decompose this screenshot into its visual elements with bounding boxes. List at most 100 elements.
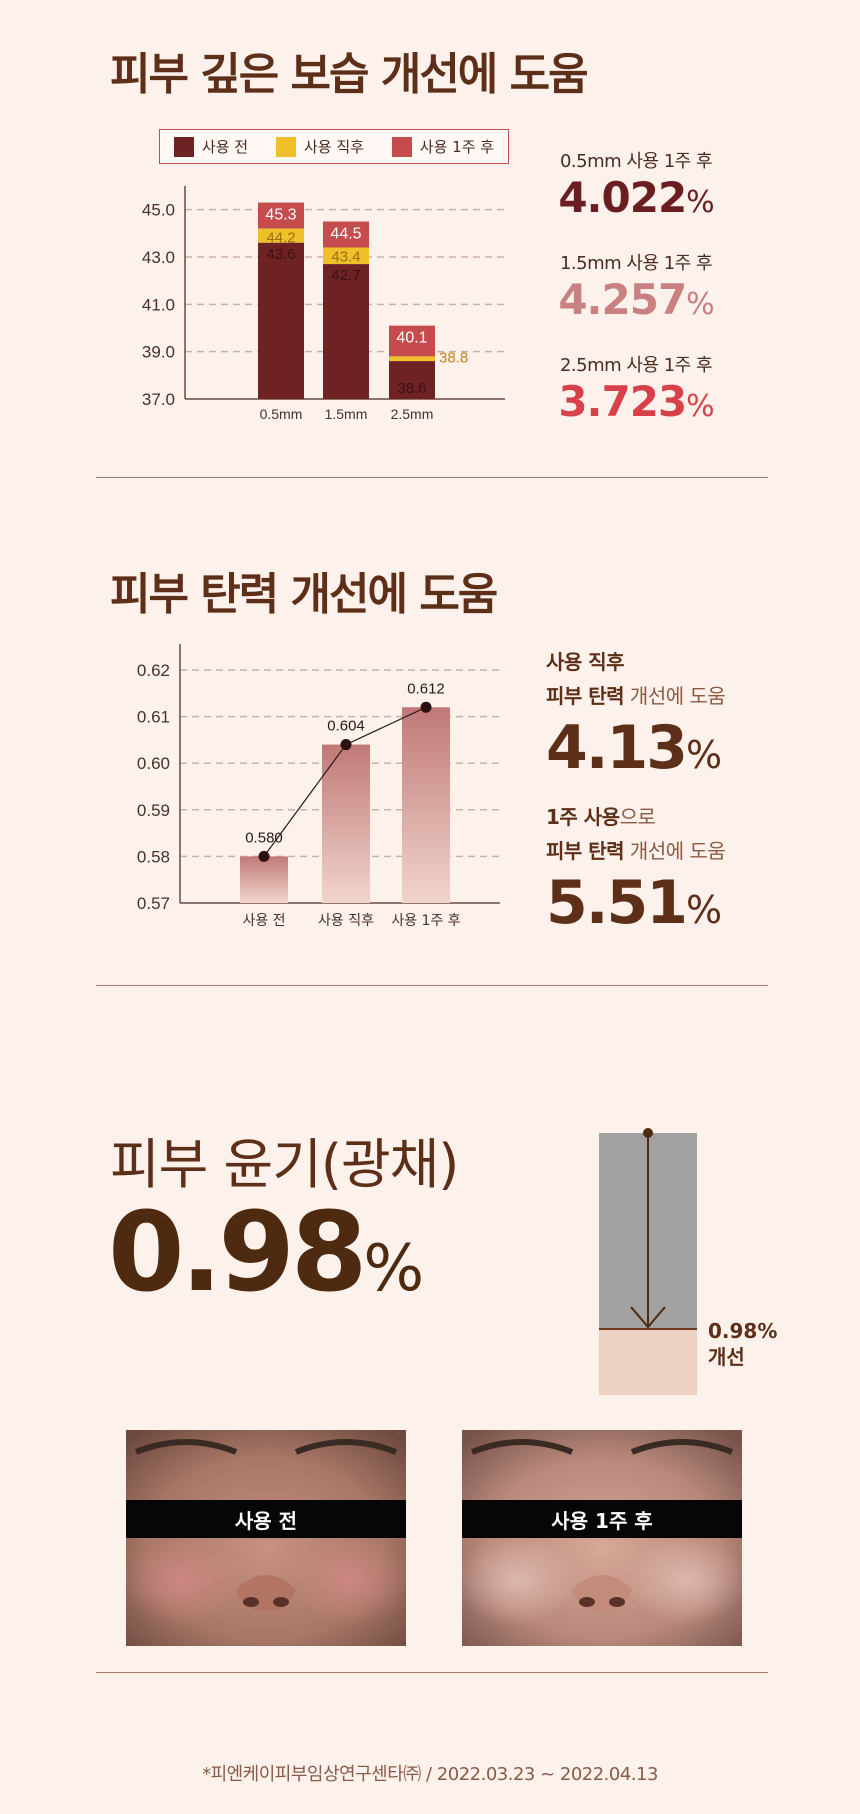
bar-right-after <box>323 247 369 265</box>
data-point <box>340 739 352 751</box>
value-label: 0.612 <box>407 680 445 697</box>
value-label: 0.604 <box>327 718 365 735</box>
gloss-bar-graphic <box>599 1128 697 1395</box>
caption-bold: 피부 탄력 <box>546 839 625 863</box>
stat-value: 4.257% <box>526 275 746 324</box>
x-tick-label: 사용 1주 후 <box>391 913 460 929</box>
photo-after: 사용 1주 후 <box>462 1430 742 1646</box>
bar-before <box>258 242 304 399</box>
bar-1week <box>323 221 369 248</box>
y-tick-label: 0.59 <box>137 801 170 820</box>
caption-light: 개선에 도움 <box>624 839 726 863</box>
stat-caption: 1.5mm 사용 1주 후 <box>559 253 713 274</box>
value-label-1week: 44.5 <box>330 226 361 243</box>
stat-unit: % <box>686 185 714 220</box>
y-tick-label: 41.0 <box>142 295 175 314</box>
section-divider <box>96 1672 768 1673</box>
arrow-head <box>630 1306 666 1329</box>
gloss-bar-bottom <box>599 1329 697 1395</box>
legend-label-1week: 사용 1주 후 <box>419 138 495 156</box>
legend-item-right-after: 사용 직후 <box>275 136 364 157</box>
gloss-value: 0.98% <box>108 1188 424 1316</box>
y-tick-label: 37.0 <box>142 390 175 409</box>
y-tick-label: 39.0 <box>142 343 175 362</box>
stat-caption-line1: 1주 사용으로 <box>546 800 725 834</box>
stat-value: 3.723% <box>526 377 746 426</box>
y-tick-label: 43.0 <box>142 248 175 267</box>
x-tick-label: 사용 직후 <box>318 913 374 929</box>
legend-item-before: 사용 전 <box>173 136 248 157</box>
elasticity-stat-2: 1주 사용으로 피부 탄력 개선에 도움 5.51% <box>546 800 726 938</box>
y-tick-label: 0.61 <box>137 708 170 727</box>
elasticity-title: 피부 탄력 개선에 도움 <box>110 569 498 620</box>
x-tick-label: 사용 전 <box>242 913 285 929</box>
y-tick-label: 45.0 <box>142 201 175 220</box>
stat-caption: 0.5mm 사용 1주 후 <box>559 151 713 172</box>
bar-right-after <box>258 228 304 243</box>
stat-unit: % <box>686 888 722 932</box>
caption-bold: 1주 사용 <box>546 805 620 829</box>
bar-elasticity <box>402 707 450 903</box>
caption-light: 으로 <box>619 805 656 829</box>
stat-number: 4.13 <box>546 713 688 783</box>
value-label: 0.580 <box>245 829 283 846</box>
y-tick-label: 0.57 <box>137 894 170 913</box>
photo-after-label: 사용 1주 후 <box>462 1500 742 1538</box>
stat-caption-line1: 사용 직후 <box>546 650 625 674</box>
footnote: *피엔케이피부임상연구센타㈜ / 2022.03.23 ~ 2022.04.13 <box>202 1764 658 1785</box>
legend-swatch-1week <box>391 136 412 157</box>
stat-unit: % <box>686 733 722 777</box>
face-image-after <box>462 1430 742 1646</box>
bar-1week <box>389 325 435 357</box>
elasticity-bar-chart: 0.62 0.61 0.60 0.59 0.58 0.57 사용 전 사용 직후 사용 1주 후… <box>137 644 500 929</box>
face-image-before <box>126 1430 406 1646</box>
y-tick-label: 0.58 <box>137 847 170 866</box>
stat-number: 3.723 <box>558 377 687 426</box>
legend-item-1week: 사용 1주 후 <box>391 136 495 157</box>
section-divider <box>96 477 768 478</box>
value-label-before: 38.6 <box>397 380 426 397</box>
bar-elasticity <box>240 856 288 903</box>
gloss-bar-label-text: 개선 <box>708 1345 745 1369</box>
value-label-right-after: 38.8 <box>439 349 468 366</box>
x-tick-label: 1.5mm <box>325 406 368 420</box>
legend-label-right-after: 사용 직후 <box>303 138 364 156</box>
value-label-before: 43.6 <box>266 246 295 263</box>
bar-1week <box>258 202 304 229</box>
gloss-bar-label: 0.98% 개선 <box>708 1318 777 1370</box>
stat-caption-line2: 피부 탄력 개선에 도움 <box>546 679 726 713</box>
bar-before <box>389 361 435 399</box>
stat-number: 4.257 <box>558 275 687 324</box>
stat-value: 4.022% <box>526 173 746 222</box>
x-tick-label: 2.5mm <box>391 406 434 420</box>
gloss-title: 피부 윤기(광채) <box>110 1133 459 1196</box>
value-label-1week: 45.3 <box>265 207 296 224</box>
moisture-stat-3: 2.5mm 사용 1주 후 3.723% <box>526 351 746 426</box>
section-divider <box>96 985 768 986</box>
stat-caption: 2.5mm 사용 1주 후 <box>559 355 713 376</box>
y-tick-label: 0.60 <box>137 754 170 773</box>
stat-value: 4.13% <box>546 713 725 783</box>
gloss-unit: % <box>363 1232 424 1306</box>
moisture-legend: 사용 전 사용 직후 사용 1주 후 <box>159 129 509 164</box>
stat-value: 5.51% <box>546 868 725 938</box>
gloss-number: 0.98 <box>108 1188 367 1316</box>
bar-before <box>323 264 369 399</box>
data-point <box>258 850 270 862</box>
stat-number: 5.51 <box>546 868 688 938</box>
bar-right-after <box>389 356 435 362</box>
stat-unit: % <box>686 287 714 322</box>
stat-unit: % <box>686 389 714 424</box>
value-label-before: 42.7 <box>331 267 360 284</box>
y-tick-label: 0.62 <box>137 661 170 680</box>
legend-swatch-right-after <box>275 136 296 157</box>
moisture-stat-1: 0.5mm 사용 1주 후 4.022% <box>526 147 746 222</box>
elasticity-stat-1: 사용 직후 피부 탄력 개선에 도움 4.13% <box>546 645 726 783</box>
moisture-bar-chart: 45.0 43.0 41.0 39.0 37.0 45.3 44.243.6 0.5mm 44.… <box>142 186 505 420</box>
value-label-right-after: 43.4 <box>331 249 360 266</box>
data-point <box>420 701 432 713</box>
bar-elasticity <box>322 744 370 903</box>
stat-number: 4.022 <box>558 173 687 222</box>
gloss-bar-label-value: 0.98% <box>708 1319 778 1343</box>
legend-swatch-before <box>173 136 194 157</box>
